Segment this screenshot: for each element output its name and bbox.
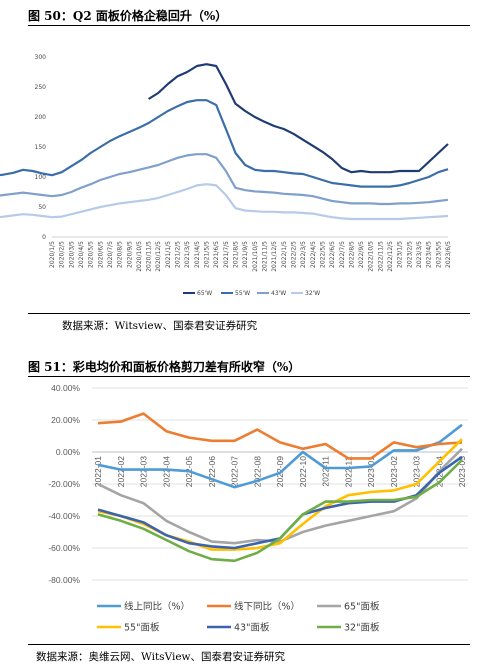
figure-51-source: 数据来源：奥维云网、WitsView、国泰君安证券研究 xyxy=(36,651,286,663)
y-tick-label: 150 xyxy=(35,144,47,151)
x-tick-label: 2023/3/5 xyxy=(416,241,423,268)
x-tick-label: 2023-03 xyxy=(412,456,422,487)
x-tick-label: 2020/3/5 xyxy=(68,241,75,268)
series-line-65-w xyxy=(148,63,449,174)
y-tick-label: 250 xyxy=(35,84,47,91)
y-tick-label: -60.00% xyxy=(48,543,80,553)
x-tick-label: 2022/6/5 xyxy=(329,241,336,268)
x-tick-label: 2022-03 xyxy=(139,456,149,487)
x-tick-label: 2022/3/5 xyxy=(300,241,307,268)
x-tick-label: 2022/2/5 xyxy=(290,241,297,268)
y-tick-label: 100 xyxy=(35,174,47,181)
chart-50: 0 50 100 150 200 250 300 2020/1/5 2020/2/5 2020/3… xyxy=(0,54,452,297)
series-line-55-w xyxy=(0,99,449,188)
x-tick-label: 2023/2/5 xyxy=(406,241,413,268)
x-tick-label: 2021/2/5 xyxy=(175,241,182,268)
figure-50-top-rule xyxy=(28,25,470,26)
x-tick-label: 2020/5/5 xyxy=(88,241,95,268)
x-tick-label: 2022/5/5 xyxy=(319,241,326,268)
figure-51-top-rule xyxy=(28,376,470,377)
x-tick-label: 2020/8/5 xyxy=(117,241,124,268)
x-tick-label: 2021/10/5 xyxy=(252,241,259,272)
x-tick-label: 2022-08 xyxy=(252,456,262,487)
x-tick-label: 2021/12/5 xyxy=(271,241,278,272)
x-tick-label: 2022-04 xyxy=(161,456,171,487)
y-tick-label: 0 xyxy=(42,234,46,241)
y-tick-label: 200 xyxy=(35,114,47,121)
x-tick-label: 2020/1/5 xyxy=(49,241,56,268)
x-tick-label: 2022-06 xyxy=(207,456,217,487)
legend-label: 线上同比（%） xyxy=(124,601,190,613)
x-tick-label: 2020/7/5 xyxy=(107,241,114,268)
x-tick-label: 2022/9/5 xyxy=(358,241,365,268)
x-tick-label: 2022-01 xyxy=(93,456,103,487)
legend-label: 65"面板 xyxy=(344,601,380,613)
y-tick-label: -80.00% xyxy=(48,575,80,585)
x-tick-label: 2022/7/5 xyxy=(339,241,346,268)
x-tick-label: 2020/10/5 xyxy=(136,241,143,272)
x-tick-label: 2022-10 xyxy=(298,456,308,487)
legend-label: 55"面板 xyxy=(124,622,160,634)
x-tick-label: 2020/12/5 xyxy=(155,241,162,272)
x-tick-label: 2023/6/5 xyxy=(445,241,452,268)
legend-label-32-w: 32'W xyxy=(305,290,320,297)
x-tick-label: 2023-02 xyxy=(389,456,399,487)
x-tick-label: 2020/4/5 xyxy=(78,241,85,268)
x-tick-label: 2020/2/5 xyxy=(59,241,66,268)
x-tick-label: 2020/9/5 xyxy=(126,241,133,268)
x-tick-label: 2021/7/5 xyxy=(223,241,230,268)
x-tick-label: 2023/5/5 xyxy=(435,241,442,268)
y-tick-label: 50 xyxy=(38,204,46,211)
figure-50-source: 数据来源：Witsview、国泰君安证券研究 xyxy=(62,320,258,332)
figure-50-title: 图 50：Q2 面板价格企稳回升（%） xyxy=(28,9,228,23)
y-tick-label: -40.00% xyxy=(48,511,80,521)
y-tick-label: -20.00% xyxy=(48,479,80,489)
series-line-series xyxy=(97,412,463,460)
series-line-32-w xyxy=(0,183,449,221)
legend-label-43-w: 43'W xyxy=(271,290,286,297)
y-tick-label: 0.00% xyxy=(56,447,81,457)
x-tick-label: 2020/11/5 xyxy=(146,241,153,272)
legend-label: 43"面板 xyxy=(234,622,270,634)
x-tick-label: 2021/3/5 xyxy=(184,241,191,268)
legend-label: 线下同比（%） xyxy=(234,601,300,613)
figure-50-bottom-rule xyxy=(28,313,470,314)
series-line-32-panel xyxy=(97,459,463,563)
y-tick-label: 40.00% xyxy=(51,383,80,393)
x-tick-label: 2022-12 xyxy=(343,456,353,487)
x-tick-label: 2023-01 xyxy=(366,456,376,487)
x-tick-label: 2022/1/5 xyxy=(281,241,288,268)
legend-label-65-w: 65'W xyxy=(197,290,212,297)
x-tick-label: 2022-02 xyxy=(116,456,126,487)
x-tick-label: 2021/5/5 xyxy=(204,241,211,268)
figure-51-bottom-rule xyxy=(28,644,470,645)
x-tick-label: 2021/8/5 xyxy=(233,241,240,268)
x-tick-label: 2021/9/5 xyxy=(242,241,249,268)
y-tick-label: 300 xyxy=(35,54,47,61)
x-tick-label: 2021/6/5 xyxy=(213,241,220,268)
legend-label: 32"面板 xyxy=(344,622,380,634)
x-tick-label: 2023/1/5 xyxy=(397,241,404,268)
x-tick-label: 2022-07 xyxy=(230,456,240,487)
x-tick-label: 2021/4/5 xyxy=(194,241,201,268)
x-tick-label: 2022/8/5 xyxy=(348,241,355,268)
x-tick-label: 2023-05 xyxy=(457,456,467,487)
legend-label-55-w: 55'W xyxy=(235,290,250,297)
series-line-43-w xyxy=(0,153,449,206)
chart-51: 40.00% 20.00% 0.00% -20.00% -40.00% -60.00% -8… xyxy=(48,383,468,634)
x-tick-label: 2020/6/5 xyxy=(97,241,104,268)
x-tick-label: 2022/12/5 xyxy=(387,241,394,272)
x-tick-label: 2023/4/5 xyxy=(426,241,433,268)
series-line-series xyxy=(97,423,463,489)
x-tick-label: 2021/1/5 xyxy=(165,241,172,268)
x-tick-label: 2022/11/5 xyxy=(377,241,384,272)
x-tick-label: 2021/11/5 xyxy=(261,241,268,272)
y-tick-label: 20.00% xyxy=(51,415,80,425)
figure-51-title: 图 51：彩电均价和面板价格剪刀差有所收窄（%） xyxy=(28,360,301,374)
x-tick-label: 2022/10/5 xyxy=(368,241,375,272)
x-tick-label: 2022/4/5 xyxy=(310,241,317,268)
x-tick-label: 2022-11 xyxy=(321,456,331,487)
